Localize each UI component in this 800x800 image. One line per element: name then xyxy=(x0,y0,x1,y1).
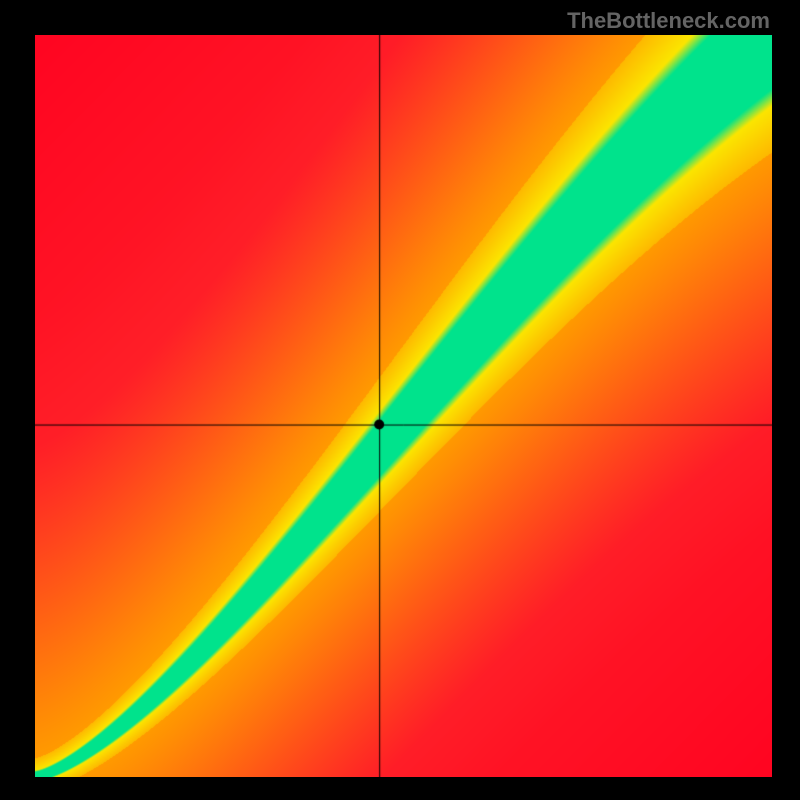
heatmap-canvas xyxy=(35,35,772,777)
chart-container: TheBottleneck.com xyxy=(0,0,800,800)
watermark-text: TheBottleneck.com xyxy=(567,8,770,34)
